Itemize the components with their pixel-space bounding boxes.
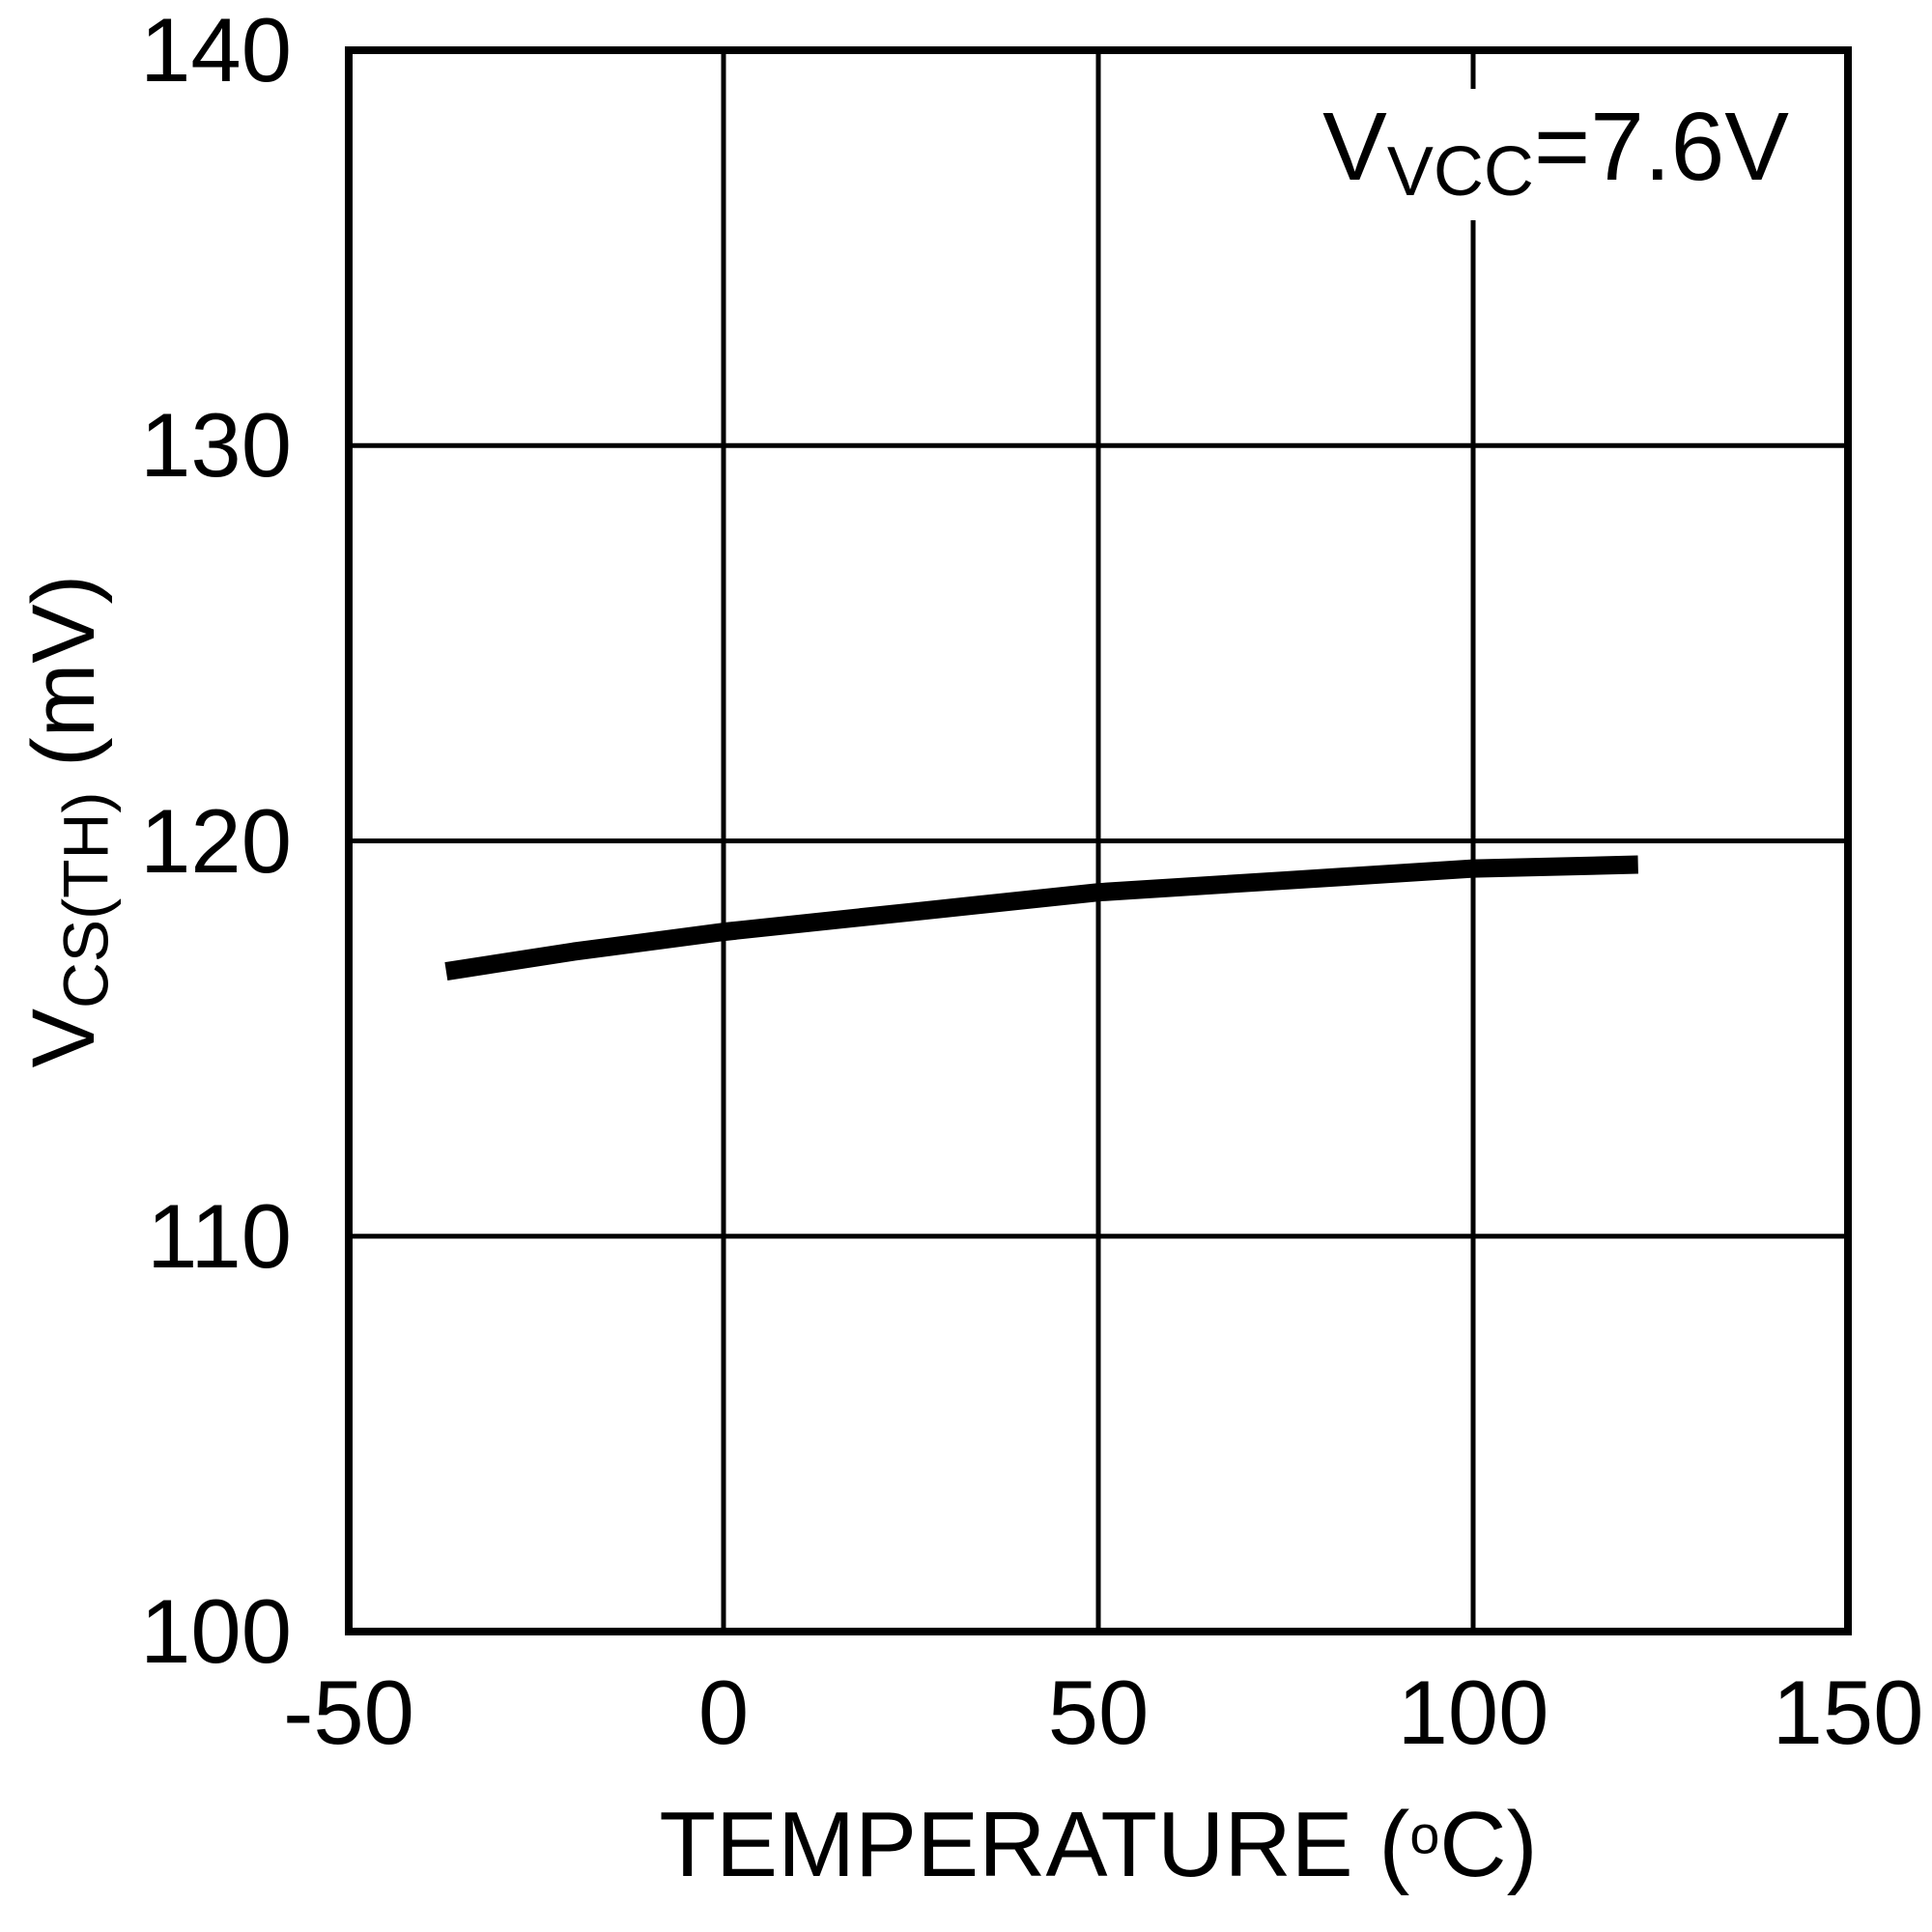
x-tick-label: 0: [697, 1662, 750, 1763]
y-tick-label: 130: [140, 394, 292, 497]
x-tick-label: 100: [1397, 1662, 1549, 1763]
x-tick-label: 150: [1772, 1662, 1924, 1763]
x-tick-label: 50: [1047, 1662, 1150, 1763]
annotation-subscript: VCC: [1386, 132, 1534, 211]
y-tick-label: 110: [147, 1184, 292, 1287]
annotation-base: V: [1322, 93, 1387, 201]
annotation-value: =7.6V: [1533, 93, 1789, 201]
y-tick-label: 120: [140, 789, 292, 892]
x-axis-title: TEMPERATURE (oC): [659, 1799, 1537, 1891]
data-curve: [444, 855, 1638, 980]
y-axis-title-base: V: [14, 1008, 113, 1068]
y-axis-title-units: (mV): [14, 574, 113, 792]
x-axis-title-text: TEMPERATURE (: [659, 1793, 1410, 1896]
y-tick-label: 140: [140, 0, 292, 100]
x-axis-title-close: C): [1439, 1793, 1538, 1896]
x-tick-label: -50: [283, 1662, 414, 1763]
degree-symbol: o: [1409, 1804, 1440, 1865]
plot-border: [345, 46, 1852, 1635]
condition-annotation: VVCC=7.6V: [1297, 89, 1799, 220]
y-tick-label: 100: [140, 1580, 292, 1682]
